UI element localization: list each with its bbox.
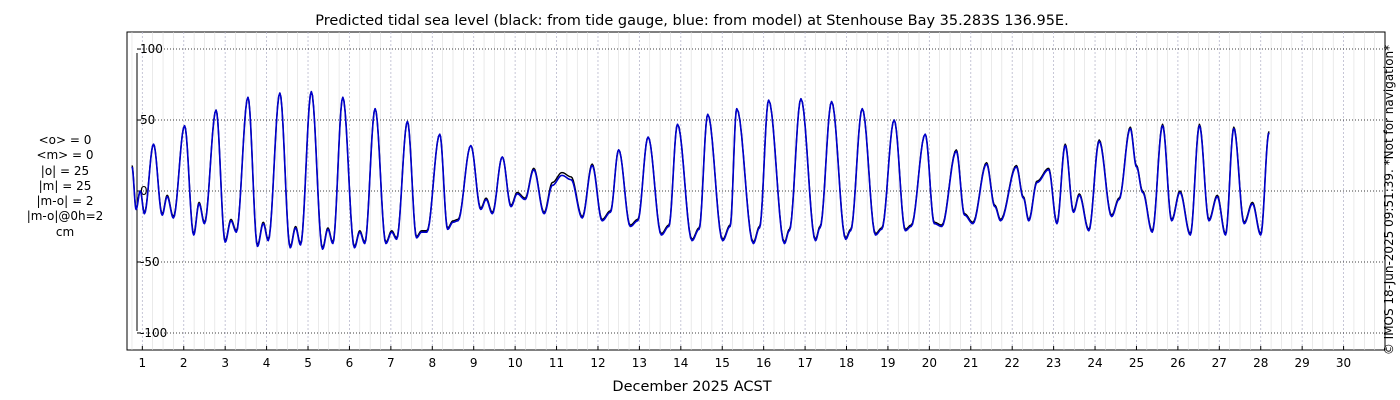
x-tick-label: 29 [1295,356,1310,370]
x-tick-label: 13 [632,356,647,370]
y-tick-label: 0 [140,184,148,198]
x-tick-label: 14 [673,356,688,370]
x-tick-label: 11 [549,356,564,370]
x-tick-label: 20 [922,356,937,370]
stat-abs-diff-0h: |m-o|@0h=2 [26,209,104,224]
statistics-panel: <o> = 0 <m> = 0 |o| = 25 |m| = 25 |m-o| … [4,133,126,240]
x-tick-label: 23 [1046,356,1061,370]
copyright-note: © IMOS 18-Jun-2025 09:51:39. *Not for na… [1382,44,1396,356]
y-tick-label: -100 [140,326,167,340]
x-tick-label: 22 [1005,356,1020,370]
x-tick-label: 18 [839,356,854,370]
x-tick-label: 3 [221,356,229,370]
x-tick-label: 30 [1336,356,1351,370]
chart-title: Predicted tidal sea level (black: from t… [315,13,1068,29]
x-tick-label: 16 [756,356,771,370]
stat-units: cm [55,224,75,239]
data-series [131,90,1270,251]
x-tick-label: 15 [715,356,730,370]
axes: 1 2 3 4 5 6 7 8 9 10 11 12 13 14 15 16 17 18 19 20 21 22 23 24 2… [137,42,1351,370]
x-tick-label: 9 [470,356,478,370]
x-tick-label: 2 [180,356,188,370]
x-tick-label: 8 [428,356,436,370]
x-tick-label: 6 [346,356,354,370]
x-tick-label: 5 [304,356,312,370]
stat-abs-diff: |m-o| = 2 [36,194,94,209]
x-axis-label: December 2025 ACST [612,379,771,395]
x-tick-label: 25 [1129,356,1144,370]
x-tick-label: 17 [797,356,812,370]
x-tick-label: 24 [1087,356,1102,370]
x-tick-label: 12 [590,356,605,370]
x-tick-label: 19 [880,356,895,370]
y-tick-label: -50 [140,255,160,269]
x-tick-label: 28 [1253,356,1268,370]
stat-mean-model: <m> = 0 [36,148,94,163]
x-tick-label: 1 [139,356,147,370]
y-tick-label: 50 [140,113,155,127]
x-tick-label: 4 [263,356,271,370]
x-tick-label: 7 [387,356,395,370]
stat-mean-observed: <o> = 0 [38,133,92,147]
series-line-model [131,90,1270,251]
x-tick-label: 10 [507,356,522,370]
stat-abs-observed: |o| = 25 [40,163,90,178]
x-tick-label: 27 [1212,356,1227,370]
x-tick-label: 26 [1170,356,1185,370]
y-tick-label: 100 [140,42,163,56]
x-tick-label: 21 [963,356,978,370]
stat-abs-model: |m| = 25 [38,178,92,193]
